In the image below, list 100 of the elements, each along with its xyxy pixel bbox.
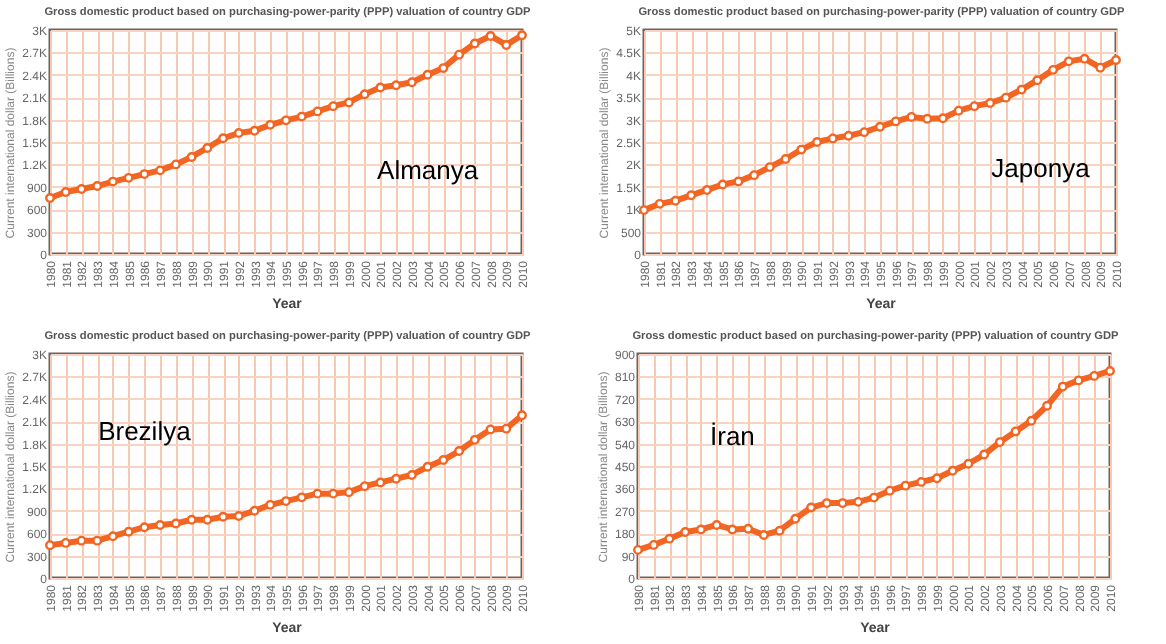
point (343, 487, 354, 498)
point (758, 530, 769, 540)
point (438, 63, 449, 74)
point (916, 476, 927, 487)
point (1010, 426, 1021, 437)
annotation: Brezilya (98, 416, 193, 447)
point (1111, 55, 1121, 65)
point (92, 535, 103, 546)
point (186, 514, 197, 525)
point (796, 144, 807, 155)
point (985, 98, 996, 108)
point (469, 38, 480, 49)
point (501, 423, 512, 434)
point (853, 496, 864, 507)
point (780, 154, 791, 164)
point (406, 470, 417, 480)
point (1079, 53, 1090, 64)
point (947, 465, 958, 476)
point (60, 187, 71, 197)
point (774, 525, 785, 536)
point (265, 499, 276, 510)
point (218, 133, 229, 144)
point (328, 488, 339, 499)
point (485, 31, 496, 41)
point (648, 539, 659, 550)
point (76, 535, 87, 546)
point (328, 101, 339, 112)
point (265, 119, 276, 130)
point (812, 137, 823, 147)
point (790, 513, 801, 524)
annotation: Japonya (991, 152, 1092, 183)
point (218, 511, 229, 522)
point (139, 522, 150, 533)
point (711, 520, 722, 530)
point (937, 113, 948, 124)
point (170, 518, 181, 529)
point (517, 30, 527, 41)
point (45, 193, 55, 203)
point (664, 533, 675, 544)
point (931, 473, 942, 484)
point (953, 105, 964, 116)
point (969, 101, 980, 112)
point (186, 152, 197, 162)
point (1057, 381, 1068, 392)
point (107, 176, 118, 187)
point (670, 195, 681, 206)
point (296, 111, 307, 122)
point (680, 527, 691, 537)
point (312, 488, 323, 499)
point (827, 133, 838, 144)
point (733, 176, 744, 187)
point (422, 69, 433, 80)
point (249, 125, 260, 136)
point (123, 526, 134, 537)
point (717, 179, 728, 190)
point (438, 455, 449, 465)
point (1032, 75, 1043, 86)
point (422, 461, 433, 472)
point (312, 106, 323, 117)
point (281, 496, 291, 507)
point (391, 80, 402, 91)
point (391, 473, 402, 484)
point (869, 492, 879, 503)
point (906, 111, 917, 122)
point (806, 502, 817, 513)
point (764, 162, 775, 173)
point (890, 116, 901, 127)
point (900, 480, 911, 491)
point (1095, 62, 1106, 73)
point (45, 540, 55, 551)
point (843, 130, 854, 141)
point (501, 40, 512, 50)
point (963, 458, 974, 469)
point (359, 481, 370, 492)
point (875, 121, 885, 132)
point (1026, 415, 1037, 426)
point (1042, 400, 1053, 411)
point (281, 115, 291, 126)
point (155, 520, 166, 530)
point (170, 159, 181, 170)
point (107, 531, 118, 542)
point (202, 514, 213, 525)
point (233, 511, 244, 521)
point (1000, 92, 1011, 103)
point (139, 169, 150, 180)
point (979, 449, 990, 460)
point (343, 97, 354, 108)
point (1089, 370, 1100, 381)
point (701, 185, 712, 195)
point (1105, 365, 1115, 376)
point (749, 170, 760, 181)
point (1073, 375, 1084, 386)
point (375, 477, 386, 488)
point (406, 77, 417, 88)
point (485, 424, 496, 435)
point (359, 89, 370, 100)
point (884, 485, 895, 496)
point (686, 190, 697, 201)
point (994, 437, 1005, 448)
point (469, 434, 480, 445)
